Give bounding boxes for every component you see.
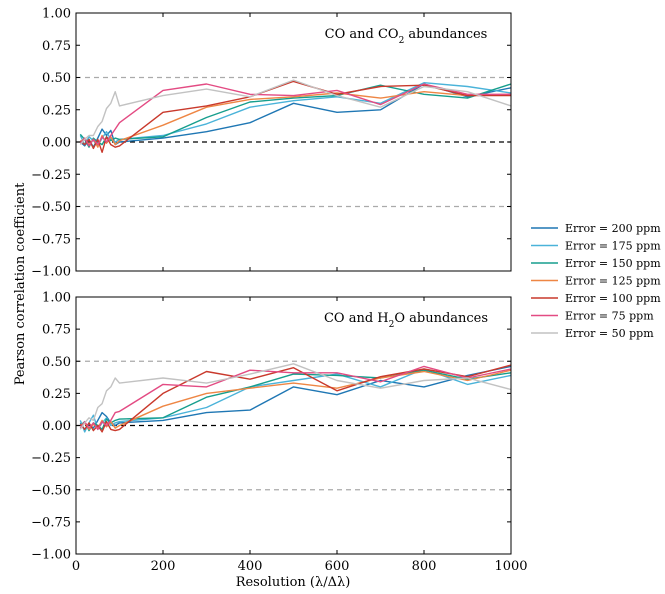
legend-label: Error = 75 ppm bbox=[565, 310, 654, 323]
series-line-175ppm bbox=[79, 81, 512, 147]
y-tick-label: 0.25 bbox=[42, 387, 71, 402]
y-tick-label: 0.50 bbox=[42, 355, 71, 370]
y-tick-label: −0.75 bbox=[31, 232, 71, 247]
series-line-50ppm bbox=[79, 363, 512, 430]
y-tick-label: −0.50 bbox=[31, 483, 71, 498]
series-line-100ppm bbox=[79, 364, 512, 433]
x-tick-label: 400 bbox=[238, 559, 263, 574]
legend-item: Error = 100 ppm bbox=[531, 292, 661, 305]
series-line-100ppm bbox=[79, 80, 511, 154]
y-tick-label: −0.75 bbox=[31, 515, 71, 530]
y-tick-label: 1.00 bbox=[42, 7, 71, 22]
legend-label: Error = 150 ppm bbox=[565, 257, 661, 270]
legend-item: Error = 175 ppm bbox=[531, 240, 661, 253]
legend: Error = 200 ppm Error = 175 ppm Error = 15… bbox=[531, 222, 661, 340]
legend-label: Error = 125 ppm bbox=[565, 275, 661, 288]
y-tick-label: −0.25 bbox=[31, 451, 71, 466]
series-line-75ppm bbox=[79, 365, 512, 431]
y-tick-label: 0.50 bbox=[42, 71, 71, 86]
y-tick-label: 0.75 bbox=[42, 39, 71, 54]
chart-panel-1: −1.00 −0.75 −0.50 −0.25 0.00 0.25 0.50 0.75 1.00… bbox=[31, 7, 512, 280]
series-line-75ppm bbox=[79, 83, 511, 147]
panel-title: CO and CO2 abundances bbox=[325, 27, 488, 46]
series-line-125ppm bbox=[79, 369, 512, 431]
y-tick-label: −0.25 bbox=[31, 168, 71, 183]
x-tick-label: 1000 bbox=[494, 559, 527, 574]
y-tick-label: 0.00 bbox=[42, 136, 71, 151]
x-tick-label: 800 bbox=[412, 559, 437, 574]
x-tick-label: 600 bbox=[325, 559, 350, 574]
x-tick-label: 0 bbox=[72, 559, 80, 574]
y-tick-label: 0.75 bbox=[42, 323, 71, 338]
chart-panel-2: −1.00 −0.75 −0.50 −0.25 0.00 0.25 0.50 0.75 1.00… bbox=[31, 291, 527, 575]
legend-item: Error = 125 ppm bbox=[531, 275, 661, 288]
y-tick-label: 1.00 bbox=[42, 291, 71, 306]
legend-item: Error = 200 ppm bbox=[531, 222, 661, 235]
legend-item: Error = 50 ppm bbox=[531, 327, 654, 340]
series-line-175ppm bbox=[79, 368, 512, 433]
y-axis-title: Pearson correlation coefficient bbox=[13, 182, 28, 385]
legend-item: Error = 75 ppm bbox=[531, 310, 654, 323]
y-tick-label: 0.00 bbox=[42, 419, 71, 434]
series-line-50ppm bbox=[79, 79, 512, 146]
legend-label: Error = 200 ppm bbox=[565, 222, 661, 235]
legend-label: Error = 100 ppm bbox=[565, 292, 661, 305]
y-tick-label: 0.25 bbox=[42, 103, 71, 118]
x-tick-label: 200 bbox=[151, 559, 176, 574]
y-tick-label: −1.00 bbox=[31, 548, 71, 563]
legend-item: Error = 150 ppm bbox=[531, 257, 661, 270]
x-axis-title: Resolution (λ/Δλ) bbox=[236, 575, 351, 590]
legend-label: Error = 175 ppm bbox=[565, 240, 661, 253]
panel-title: CO and H2O abundances bbox=[324, 311, 488, 330]
series-line-150ppm bbox=[79, 83, 512, 148]
legend-label: Error = 50 ppm bbox=[565, 327, 654, 340]
y-tick-label: −0.50 bbox=[31, 200, 71, 215]
series-line-200ppm bbox=[79, 365, 512, 431]
y-tick-label: −1.00 bbox=[31, 265, 71, 280]
